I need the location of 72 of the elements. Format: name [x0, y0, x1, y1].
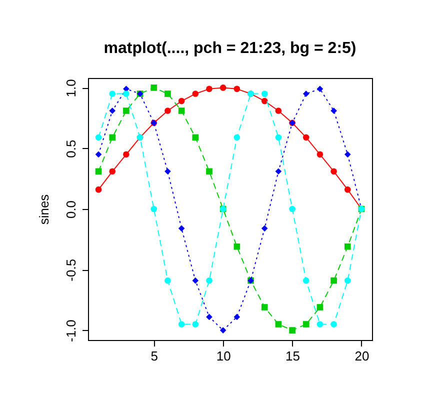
point: [344, 277, 351, 284]
point: [178, 98, 185, 104]
point: [302, 134, 310, 141]
point: [330, 108, 337, 114]
point: [109, 108, 116, 114]
point: [316, 321, 324, 328]
point: [192, 90, 199, 97]
point: [192, 134, 199, 141]
point: [261, 98, 268, 104]
point: [123, 90, 130, 97]
point: [206, 168, 212, 175]
point: [330, 321, 337, 328]
point: [109, 134, 116, 141]
point: [302, 321, 310, 328]
point: [289, 327, 296, 334]
y-tick-label: -0.5: [64, 258, 78, 282]
point: [206, 277, 212, 284]
point: [123, 151, 130, 158]
point: [234, 243, 240, 250]
y-tick-label: -1.0: [64, 320, 78, 342]
point: [261, 90, 268, 97]
point: [330, 277, 337, 284]
point: [289, 206, 296, 212]
point: [164, 108, 171, 114]
point: [95, 151, 102, 158]
point: [316, 86, 324, 92]
point: [123, 108, 130, 114]
point: [344, 186, 351, 193]
point: [206, 314, 212, 320]
point: [150, 84, 158, 91]
y-tick-label: 0.0: [64, 200, 78, 219]
point: [95, 134, 102, 141]
point: [275, 134, 282, 141]
point: [234, 134, 240, 141]
y-tick-label: 1.0: [64, 79, 78, 98]
point: [220, 84, 226, 91]
point: [275, 108, 282, 114]
point: [178, 108, 185, 114]
point: [275, 321, 282, 328]
point: [261, 304, 268, 310]
point: [234, 314, 240, 320]
point: [178, 225, 185, 232]
point: [316, 304, 324, 310]
x-tick-label: 20: [354, 348, 370, 364]
point: [302, 277, 310, 284]
point: [302, 90, 310, 97]
point: [316, 151, 324, 158]
point: [95, 168, 102, 175]
point: [206, 86, 212, 92]
point: [330, 168, 337, 175]
point: [261, 225, 268, 232]
x-tick-label: 15: [286, 348, 300, 364]
point: [220, 327, 226, 334]
x-tick-label: 5: [150, 348, 158, 364]
point: [234, 86, 240, 92]
point: [178, 321, 185, 328]
point: [164, 168, 171, 175]
chart-title: matplot(...., pch = 21:23, bg = 2:5): [104, 40, 356, 57]
point: [109, 168, 116, 175]
x-tick-label: 10: [216, 348, 231, 364]
y-axis-title: sines: [36, 194, 52, 225]
point: [275, 168, 282, 175]
y-tick-label: 0.5: [64, 140, 78, 158]
point: [344, 243, 351, 250]
point: [164, 90, 171, 97]
point: [344, 151, 351, 158]
point: [95, 186, 102, 193]
point: [192, 277, 199, 284]
point: [164, 277, 171, 284]
point: [150, 206, 158, 212]
point: [192, 321, 199, 328]
point: [109, 90, 116, 97]
